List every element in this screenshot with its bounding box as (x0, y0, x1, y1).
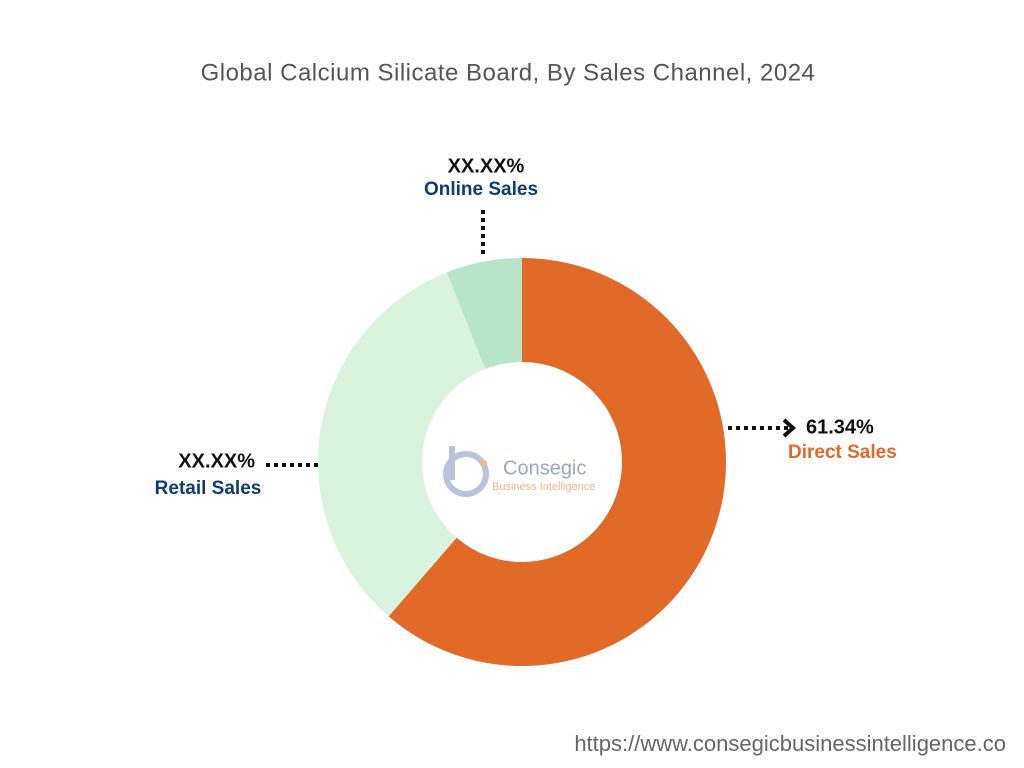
logo-tagline: Business Intelligence (492, 481, 595, 493)
logo-icon (481, 460, 487, 466)
data-label: XX.XX% (178, 450, 255, 472)
donut-slice (317, 272, 486, 617)
leader-arrow (782, 418, 797, 438)
footer-url: https://www.consegicbusinessintelligence… (574, 731, 1006, 756)
logo: Consegic Business Intelligence (443, 446, 595, 497)
data-label: XX.XX% (448, 155, 525, 177)
category-label: Online Sales (424, 179, 538, 200)
donut-slice (388, 258, 726, 666)
logo-icon (443, 451, 489, 497)
logo-name: Consegic (503, 457, 586, 479)
chart-title: Global Calcium Silicate Board, By Sales … (201, 59, 816, 86)
donut-slice (446, 258, 522, 370)
category-label: Direct Sales (788, 442, 897, 463)
data-label: 61.34% (806, 416, 874, 438)
category-label: Retail Sales (155, 478, 262, 499)
